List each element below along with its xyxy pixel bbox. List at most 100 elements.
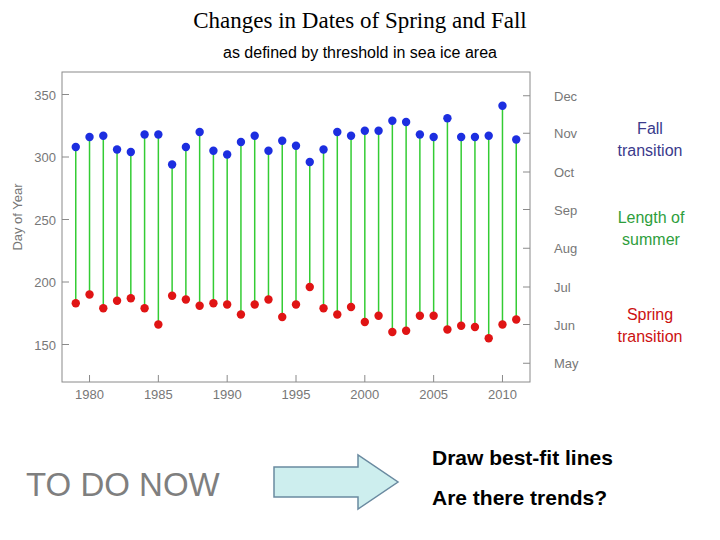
y2-tick xyxy=(523,209,530,210)
x-tick-label: 2010 xyxy=(488,387,517,402)
summer-span xyxy=(281,141,283,317)
y2-tick-label: Aug xyxy=(554,241,577,256)
point xyxy=(113,145,121,153)
summer-span xyxy=(144,135,146,309)
legend-spring-line: Spring xyxy=(627,306,673,323)
point xyxy=(361,127,369,135)
summer-span xyxy=(130,152,132,298)
summer-span xyxy=(226,155,228,305)
point xyxy=(72,299,80,307)
summer-span xyxy=(502,106,504,325)
point xyxy=(333,310,341,318)
y2-tick-label: Jun xyxy=(554,318,575,333)
x-tick-label: 2000 xyxy=(350,387,379,402)
summer-span xyxy=(295,146,297,305)
legend-spring: Spring transition xyxy=(618,306,683,345)
summer-span xyxy=(378,131,380,316)
point xyxy=(471,323,479,331)
x-tick-label: 2005 xyxy=(419,387,448,402)
point xyxy=(278,137,286,145)
x-tick-label: 1980 xyxy=(75,387,104,402)
summer-span xyxy=(405,122,407,331)
point xyxy=(251,300,259,308)
y2-tick xyxy=(523,248,530,249)
summer-span xyxy=(75,147,77,303)
summer-span xyxy=(488,136,490,339)
point xyxy=(182,143,190,151)
legend-summer-line: summer xyxy=(622,231,680,248)
legend-fall-line: Fall xyxy=(637,120,663,137)
todo: TO DO NOW xyxy=(26,466,221,503)
y-tick xyxy=(62,94,69,95)
point xyxy=(85,133,93,141)
point xyxy=(512,135,520,143)
summer-span xyxy=(392,121,394,332)
legend-spring-line: transition xyxy=(618,328,683,345)
point xyxy=(306,158,314,166)
summer-span xyxy=(364,131,366,322)
y-tick-label: 350 xyxy=(34,88,56,103)
y2-tick-label: Oct xyxy=(554,165,575,180)
legend-fall: Falltransition xyxy=(618,120,683,159)
point xyxy=(416,130,424,138)
y2-tick xyxy=(523,287,530,288)
point xyxy=(333,128,341,136)
point xyxy=(374,127,382,135)
y-tick-label: 250 xyxy=(34,213,56,228)
x-tick-label: 1985 xyxy=(144,387,173,402)
point xyxy=(457,322,465,330)
point xyxy=(127,148,135,156)
slide-svg: Changes in Dates of Spring and Fallas de… xyxy=(0,0,720,540)
point xyxy=(388,328,396,336)
x-tick xyxy=(502,375,503,382)
point xyxy=(306,283,314,291)
x-tick xyxy=(433,375,434,382)
summer-span xyxy=(323,150,325,309)
point xyxy=(485,334,493,342)
summer-span xyxy=(515,140,517,320)
point xyxy=(251,132,259,140)
legend-summer: Length of summer xyxy=(618,209,685,248)
x-tick-label: 1995 xyxy=(282,387,311,402)
summer-span xyxy=(89,137,91,295)
point xyxy=(388,117,396,125)
y-tick-label: 300 xyxy=(34,150,56,165)
point xyxy=(485,132,493,140)
point xyxy=(140,130,148,138)
task: Draw best-fit lines xyxy=(432,446,613,469)
summer-span xyxy=(447,118,449,329)
summer-span xyxy=(213,151,215,304)
summer-span xyxy=(460,137,462,326)
summer-span xyxy=(240,142,242,315)
summer-span xyxy=(474,137,476,327)
y-tick xyxy=(62,282,69,283)
plot-frame xyxy=(62,72,530,382)
summer-span xyxy=(103,136,105,309)
point xyxy=(154,320,162,328)
point xyxy=(512,315,520,323)
point xyxy=(113,297,121,305)
title: Changes in Dates of Spring and Fall xyxy=(193,8,526,33)
x-tick xyxy=(296,375,297,382)
point xyxy=(264,147,272,155)
legend-summer-line: Length of xyxy=(618,209,685,226)
point xyxy=(195,128,203,136)
x-tick xyxy=(89,375,90,382)
point xyxy=(416,312,424,320)
point xyxy=(457,133,465,141)
point xyxy=(237,138,245,146)
summer-span xyxy=(419,135,421,316)
point xyxy=(85,290,93,298)
y2-tick xyxy=(523,172,530,173)
x-tick xyxy=(364,375,365,382)
point xyxy=(209,299,217,307)
point xyxy=(443,114,451,122)
y2-tick xyxy=(523,95,530,96)
point xyxy=(223,150,231,158)
point xyxy=(443,325,451,333)
y-axis-label: Day of Year xyxy=(10,183,25,251)
point xyxy=(154,130,162,138)
point xyxy=(223,300,231,308)
point xyxy=(347,132,355,140)
point xyxy=(292,300,300,308)
